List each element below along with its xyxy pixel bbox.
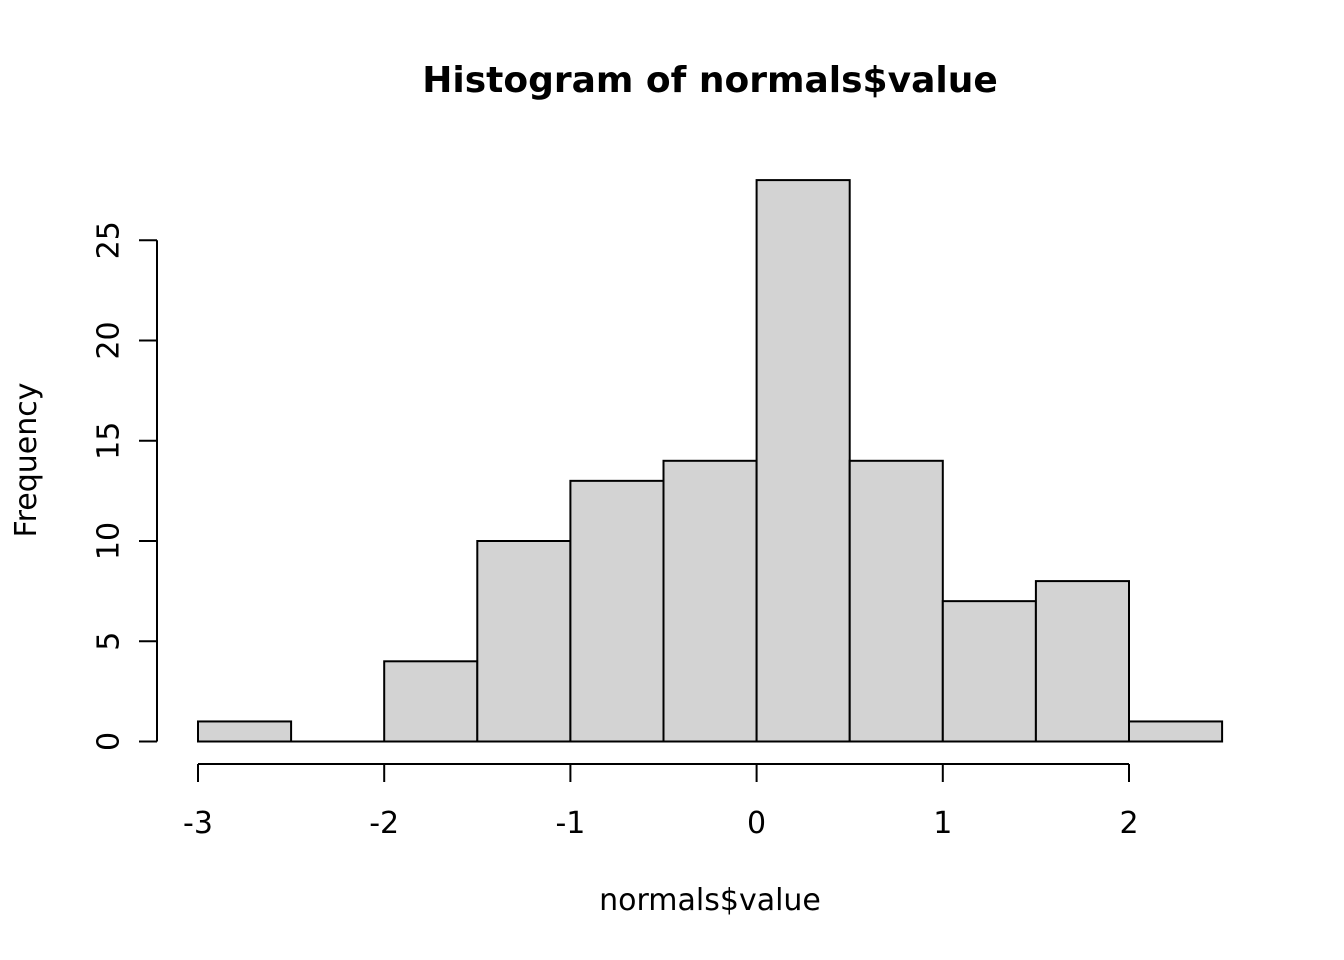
y-tick-label-5: 25 xyxy=(92,221,127,259)
histogram-bar-2 xyxy=(383,660,479,743)
y-axis: 0 5 10 15 20 25 xyxy=(92,221,158,751)
histogram-bar-7 xyxy=(848,459,944,743)
y-tick-label-2: 10 xyxy=(92,522,127,560)
x-tick-label-0: -3 xyxy=(183,806,213,841)
histogram-bar-5 xyxy=(662,459,758,743)
y-tick-label-3: 15 xyxy=(92,422,127,460)
x-tick-label-5: 2 xyxy=(1119,806,1138,841)
x-axis: -3 -2 -1 0 1 2 xyxy=(183,763,1139,841)
x-tick-label-4: 1 xyxy=(933,806,952,841)
y-tick-label-0: 0 xyxy=(92,732,127,751)
histogram-bar-6 xyxy=(755,179,851,743)
y-tick-label-4: 20 xyxy=(92,321,127,359)
x-tick-label-3: 0 xyxy=(747,806,766,841)
histogram-bar-3 xyxy=(476,540,572,743)
y-axis-label: Frequency xyxy=(9,383,44,538)
histogram-bar-10 xyxy=(1128,720,1224,743)
x-tick-label-1: -2 xyxy=(369,806,399,841)
chart-title: Histogram of normals$value xyxy=(422,60,998,101)
histogram-bar-8 xyxy=(941,600,1037,743)
histogram-bar-0 xyxy=(197,720,293,743)
x-tick-label-2: -1 xyxy=(555,806,585,841)
histogram-bar-9 xyxy=(1034,580,1131,743)
x-axis-label: normals$value xyxy=(599,883,821,918)
histogram-bar-4 xyxy=(569,479,665,743)
bars-group xyxy=(197,179,1224,743)
y-tick-label-1: 5 xyxy=(92,632,127,651)
